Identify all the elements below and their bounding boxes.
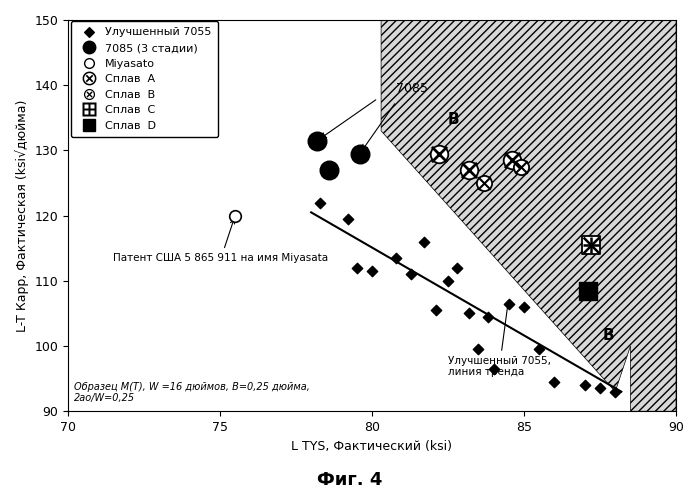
Point bbox=[324, 166, 335, 174]
Point bbox=[515, 163, 526, 170]
Point bbox=[594, 385, 605, 393]
Point bbox=[579, 381, 591, 389]
Point bbox=[479, 179, 490, 187]
Point bbox=[582, 287, 593, 295]
Point bbox=[442, 277, 454, 285]
Point bbox=[479, 179, 490, 187]
X-axis label: L TYS, Фактический (ksi): L TYS, Фактический (ksi) bbox=[291, 440, 452, 452]
Point bbox=[488, 365, 499, 373]
Text: Улучшенный 7055,
линия тренда: Улучшенный 7055, линия тренда bbox=[448, 301, 551, 377]
Text: Образец M(T), W =16 дюймов, B=0,25 дюйма,
2ao/W=0,25: Образец M(T), W =16 дюймов, B=0,25 дюйма… bbox=[74, 382, 310, 403]
Point bbox=[315, 199, 326, 206]
Point bbox=[585, 241, 596, 249]
Point bbox=[463, 310, 475, 318]
Point bbox=[418, 238, 429, 245]
Point bbox=[473, 345, 484, 353]
Y-axis label: L-T Карр, Фактическая (ksi√дюйма): L-T Карр, Фактическая (ksi√дюйма) bbox=[15, 99, 29, 332]
Point bbox=[503, 300, 514, 308]
Point bbox=[519, 303, 530, 311]
Point bbox=[433, 150, 445, 158]
Point bbox=[482, 313, 493, 320]
Point bbox=[452, 264, 463, 272]
Text: B: B bbox=[603, 328, 614, 342]
Point bbox=[354, 150, 366, 158]
Point bbox=[431, 306, 442, 314]
Point bbox=[433, 150, 445, 158]
Point bbox=[585, 241, 596, 249]
Point bbox=[549, 378, 560, 386]
Point bbox=[506, 156, 517, 164]
Point bbox=[342, 215, 353, 223]
Text: 7085: 7085 bbox=[396, 82, 428, 95]
Polygon shape bbox=[381, 20, 676, 411]
Point bbox=[463, 166, 475, 174]
Point bbox=[506, 156, 517, 164]
Point bbox=[406, 270, 417, 278]
Point bbox=[391, 254, 402, 262]
Point bbox=[229, 212, 240, 220]
Point bbox=[585, 241, 596, 249]
Point bbox=[312, 137, 323, 145]
Point bbox=[351, 264, 362, 272]
Point bbox=[463, 166, 475, 174]
Point bbox=[533, 345, 545, 353]
Legend: Улучшенный 7055, 7085 (3 стадии), Miyasato, Сплав  A, Сплав  B, Сплав  C, Сплав : Улучшенный 7055, 7085 (3 стадии), Miyasa… bbox=[71, 21, 218, 137]
Text: Фиг. 4: Фиг. 4 bbox=[317, 470, 382, 487]
Text: Патент США 5 865 911 на имя Miyasata: Патент США 5 865 911 на имя Miyasata bbox=[113, 220, 329, 263]
Point bbox=[515, 163, 526, 170]
Point bbox=[610, 388, 621, 395]
Text: B: B bbox=[448, 112, 460, 127]
Point bbox=[366, 267, 377, 275]
